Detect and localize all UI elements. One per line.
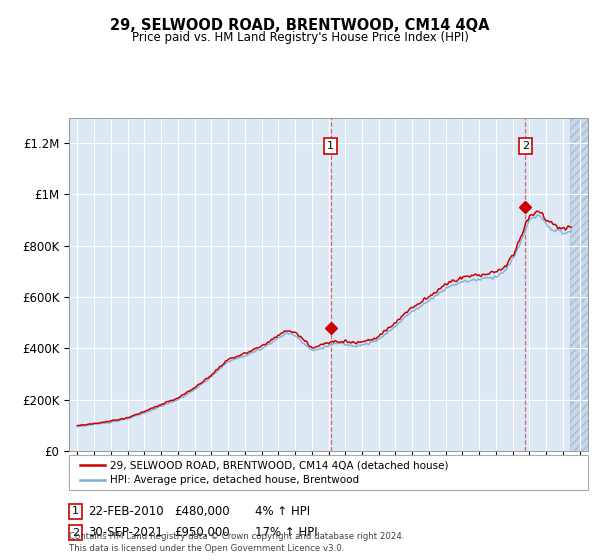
Text: 1: 1 <box>327 141 334 151</box>
Text: 29, SELWOOD ROAD, BRENTWOOD, CM14 4QA: 29, SELWOOD ROAD, BRENTWOOD, CM14 4QA <box>110 18 490 33</box>
Text: 1: 1 <box>72 506 79 516</box>
Text: Contains HM Land Registry data © Crown copyright and database right 2024.
This d: Contains HM Land Registry data © Crown c… <box>69 533 404 553</box>
Text: 2: 2 <box>72 528 79 538</box>
Text: Price paid vs. HM Land Registry's House Price Index (HPI): Price paid vs. HM Land Registry's House … <box>131 31 469 44</box>
Text: 29, SELWOOD ROAD, BRENTWOOD, CM14 4QA (detached house): 29, SELWOOD ROAD, BRENTWOOD, CM14 4QA (d… <box>110 460 448 470</box>
Bar <box>570 118 588 451</box>
Text: £950,000: £950,000 <box>174 526 230 539</box>
Text: HPI: Average price, detached house, Brentwood: HPI: Average price, detached house, Bren… <box>110 475 359 486</box>
Text: 22-FEB-2010: 22-FEB-2010 <box>88 505 164 518</box>
Text: 4% ↑ HPI: 4% ↑ HPI <box>255 505 310 518</box>
Text: 17% ↑ HPI: 17% ↑ HPI <box>255 526 317 539</box>
Text: 2: 2 <box>521 141 529 151</box>
Text: 30-SEP-2021: 30-SEP-2021 <box>88 526 163 539</box>
Text: £480,000: £480,000 <box>174 505 230 518</box>
